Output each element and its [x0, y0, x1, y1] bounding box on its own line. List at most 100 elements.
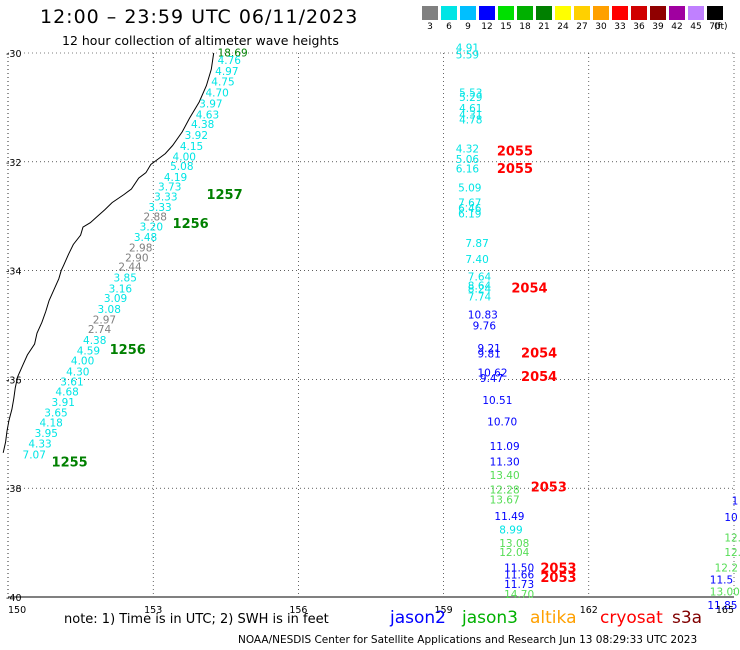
wave-height-value: 4.19: [164, 172, 187, 184]
wave-height-value: 4.97: [215, 66, 238, 78]
pass-time-label: 1255: [52, 455, 88, 470]
wave-height-value: 2.97: [93, 314, 116, 326]
legend-jason3: jason3: [462, 608, 518, 628]
scale-swatch: [707, 6, 723, 20]
wave-height-value: 4.15: [180, 141, 203, 153]
wave-height-value: 3.08: [98, 304, 121, 316]
lat-tick-label: -32: [6, 158, 22, 169]
lat-tick-label: -30: [6, 49, 22, 60]
wave-height-value: 11.73: [504, 579, 534, 591]
wave-height-value: 11.49: [494, 511, 524, 523]
wave-height-value: 3.85: [114, 272, 137, 284]
lon-tick-label: 165: [716, 605, 734, 616]
wave-height-value: 7.07: [23, 449, 46, 461]
scale-swatch: [555, 6, 571, 20]
wave-height-value: 10: [724, 512, 737, 524]
lon-tick-label: 150: [8, 605, 26, 616]
wave-height-value: 5.06: [456, 154, 480, 166]
wave-height-value: 10.62: [477, 368, 507, 380]
wave-height-value: 6.46: [458, 203, 482, 215]
wave-height-value: 12.28: [490, 485, 520, 497]
coastline-path: [2, 52, 215, 453]
map-frame: [7, 53, 734, 598]
wave-height-value: 12.04: [499, 547, 529, 559]
lat-tick-label: -38: [6, 484, 22, 495]
wave-height-value: 5.08: [170, 161, 193, 173]
pass-time-label: 2054: [521, 347, 557, 362]
lat-tick-label: -34: [6, 267, 22, 278]
scale-swatch: [517, 6, 533, 20]
scale-label: 15: [500, 22, 512, 32]
wave-height-value: 4.78: [459, 115, 482, 127]
wave-height-value: 11.66: [504, 570, 534, 582]
scale-label: 12: [481, 22, 493, 32]
scale-label: 39: [652, 22, 664, 32]
wave-height-value: 18.69: [218, 47, 248, 59]
wave-height-value: 3.20: [140, 221, 163, 233]
wave-height-value: 2.90: [125, 252, 148, 264]
wave-height-value: 3.65: [44, 407, 67, 419]
units-note: note: 1) Time is in UTC; 2) SWH is in fe…: [64, 612, 329, 627]
wave-height-value: 8.64: [468, 281, 492, 293]
wave-height-value: 4.63: [196, 109, 219, 121]
wave-height-value: 13.40: [490, 470, 520, 482]
lon-tick-label: 162: [580, 605, 598, 616]
wave-height-value: 7.67: [458, 197, 481, 209]
pass-time-label: 2053: [531, 480, 567, 495]
wave-height-value: 2.74: [88, 324, 112, 336]
wave-height-value: 5.59: [456, 49, 479, 61]
wave-height-value: 2.98: [129, 243, 152, 255]
wave-height-value: 10.51: [482, 395, 512, 407]
wave-height-value: 11.5: [710, 574, 733, 586]
scale-swatch: [422, 6, 438, 20]
pass-time-label: 1257: [206, 188, 242, 203]
wave-height-value: 3.92: [185, 130, 208, 142]
scale-label: 18: [519, 22, 531, 32]
wave-height-value: 4.91: [456, 42, 479, 54]
wave-height-value: 4.75: [211, 77, 234, 89]
wave-height-value: 10.70: [487, 417, 517, 429]
wave-height-value: 14.70: [504, 589, 534, 601]
wave-height-value: 11.09: [490, 441, 520, 453]
wave-height-value: 7.40: [465, 254, 488, 266]
wave-height-value: 5.29: [459, 92, 482, 104]
wave-height-value: 4.61: [459, 103, 482, 115]
scale-label: 42: [671, 22, 683, 32]
scale-swatch: [631, 6, 647, 20]
wave-height-value: 3.97: [199, 98, 222, 110]
scale-label: 33: [614, 22, 626, 32]
wave-height-value: 6.19: [458, 208, 481, 220]
scale-label: 24: [557, 22, 569, 32]
wave-height-value: 4.59: [77, 345, 100, 357]
wave-height-value: 9.81: [477, 349, 500, 361]
wave-height-value: 9.76: [473, 320, 497, 332]
scale-swatch: [460, 6, 476, 20]
pass-time-label: 2055: [497, 144, 533, 159]
map-grid: [7, 52, 735, 598]
scale-label: 30: [595, 22, 607, 32]
wave-height-value: 4.68: [55, 387, 78, 399]
wave-height-value: 2.88: [144, 212, 167, 224]
wave-height-value: 3.48: [134, 232, 157, 244]
wave-height-value: 9.21: [477, 343, 500, 355]
wave-height-value: 3.16: [109, 283, 133, 295]
scale-swatch: [441, 6, 457, 20]
wave-height-value: 3.33: [154, 191, 177, 203]
scale-swatch: [593, 6, 609, 20]
wave-height-value: 8.99: [499, 524, 522, 536]
wave-height-value: 4.30: [66, 367, 89, 379]
wave-height-value: 13.67: [490, 494, 520, 506]
scale-unit: (ft): [714, 22, 728, 32]
wave-height-value: 8.24: [468, 283, 492, 295]
wave-height-value: 12.: [724, 547, 740, 559]
wave-height-value: 9.47: [480, 373, 503, 385]
wave-height-value: 12.2: [715, 562, 738, 574]
wave-height-value: 2.44: [118, 262, 142, 274]
scale-label: 36: [633, 22, 645, 32]
lon-tick-label: 159: [435, 605, 453, 616]
wave-height-value: 7.74: [468, 292, 492, 304]
axis-ticks: 150 153 156 159 162 165 -30 -32 -34 -36 -38 -40: [6, 49, 734, 616]
wave-height-value: 5.53: [459, 88, 482, 100]
wave-height-value: 4.31: [459, 109, 482, 121]
